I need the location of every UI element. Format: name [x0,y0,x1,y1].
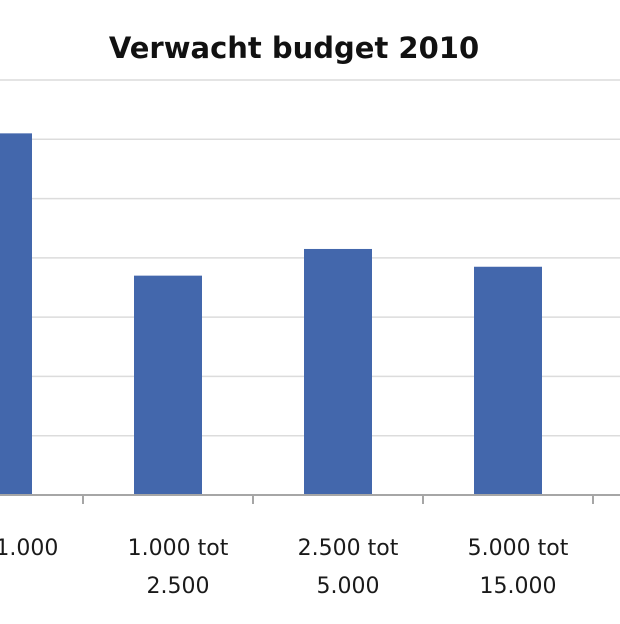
bars [0,133,542,495]
bar [304,248,372,495]
x-tick-label-line: 5.000 tot [468,536,569,561]
x-tick-label: tot 1.000 [0,536,58,561]
x-axis [0,494,620,504]
chart-title: Verwacht budget 2010 [109,31,479,65]
x-tick-label: 2.500 tot 5.000 [298,536,399,599]
x-tick-label-line: 2.500 [147,574,210,599]
bar [134,275,202,495]
bar [474,266,542,495]
bar [0,133,32,495]
x-tick-label-line: 15.000 [480,574,557,599]
x-tick-label: 5.000 tot 15.000 [468,536,569,599]
x-tick-label-line: 5.000 [317,574,380,599]
x-tick-label-line: 1.000 tot [128,536,229,561]
x-tick-label: 1.000 tot 2.500 [128,536,229,599]
x-tick-label-line: 2.500 tot [298,536,399,561]
x-tick-label-line: tot 1.000 [0,536,58,561]
x-tick-labels: tot 1.000 1.000 tot 2.500 2.500 tot 5.000 5.0… [0,536,569,599]
